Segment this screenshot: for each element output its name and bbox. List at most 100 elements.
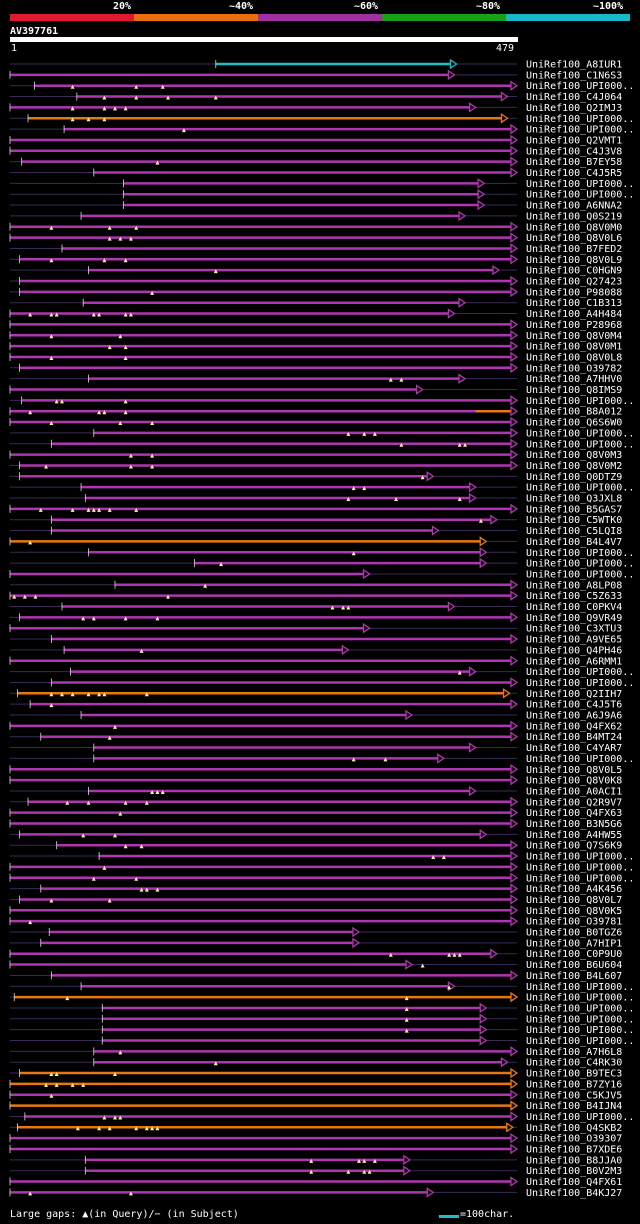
query-gap-marker: [144, 692, 149, 697]
hit-label: UniRef100_UPI000..: [526, 993, 634, 1004]
query-gap-marker: [128, 236, 133, 241]
hit-arrow: [510, 319, 519, 330]
hit-arrow: [479, 829, 488, 840]
query-gap-marker: [150, 421, 155, 426]
hit-row: UniRef100_B4MT24: [10, 731, 622, 743]
hit-arrow: [510, 905, 519, 916]
query-gap-marker: [309, 1158, 314, 1163]
hit-arrow: [500, 1056, 509, 1068]
hit-arrow: [490, 514, 499, 525]
hit-arrow: [510, 764, 519, 775]
query-gap-marker: [346, 431, 351, 436]
query-gap-marker: [404, 1006, 409, 1011]
hit-label: UniRef100_UPI000..: [526, 428, 634, 439]
hit-row: UniRef100_C5Z633: [9, 590, 622, 602]
hit-label: UniRef100_UPI000..: [526, 125, 634, 136]
hit-row: UniRef100_Q3JXL8: [10, 492, 622, 505]
hit-arrow: [510, 405, 519, 417]
hit-arrow: [510, 275, 519, 287]
hit-label: UniRef100_C4RK30: [526, 1058, 622, 1069]
scale-label: =100char.: [460, 1209, 515, 1220]
hit-label: UniRef100_C4YAR7: [526, 743, 622, 754]
query-gap-marker: [91, 312, 96, 317]
hit-arrow: [510, 416, 519, 428]
hit-row: UniRef100_Q4FX63: [9, 807, 622, 819]
hit-label: UniRef100_B4IJN4: [526, 1101, 622, 1112]
hit-row: UniRef100_UPI000..: [10, 80, 634, 92]
query-gap-marker: [86, 117, 91, 122]
hit-row: UniRef100_C5KJV5: [9, 1089, 622, 1101]
query-gap-marker: [457, 952, 462, 957]
query-gap-marker: [49, 421, 54, 426]
query-gap-marker: [160, 789, 165, 794]
query-gap-marker: [113, 106, 118, 111]
hit-arrow: [405, 709, 414, 721]
hit-row: UniRef100_A7HIP1: [10, 937, 622, 949]
hit-label: UniRef100_B7FED2: [526, 244, 622, 255]
hit-row: UniRef100_UPI000..: [10, 188, 634, 201]
query-gap-marker: [81, 1082, 86, 1087]
hit-arrow: [510, 915, 519, 927]
hit-label: UniRef100_UPI000..: [526, 862, 634, 873]
query-gap-marker: [213, 95, 218, 100]
scale-bar: [439, 1215, 459, 1218]
hit-label: UniRef100_UPI000..: [526, 548, 634, 559]
hit-arrow: [510, 839, 519, 851]
hit-arrow: [362, 568, 371, 580]
hit-arrow: [510, 590, 519, 601]
hit-label: UniRef100_UPI000..: [526, 81, 634, 92]
query-gap-marker: [128, 312, 133, 317]
hit-arrow: [510, 872, 519, 883]
hit-label: UniRef100_Q8V0M2: [526, 461, 622, 472]
hit-label: UniRef100_UPI000..: [526, 852, 634, 863]
hit-arrow: [500, 113, 509, 124]
query-gap-marker: [447, 952, 452, 957]
query-gap-marker: [118, 334, 123, 339]
query-gap-marker: [139, 887, 144, 892]
query-gap-marker: [123, 399, 128, 404]
hit-label: UniRef100_B7EY58: [526, 157, 622, 168]
query-gap-marker: [54, 399, 59, 404]
query-gap-marker: [118, 421, 123, 426]
query-gap-marker: [49, 692, 54, 697]
hit-row: UniRef100_UPI000..: [10, 1024, 634, 1036]
hit-label: UniRef100_C0HGN9: [526, 266, 622, 277]
hit-arrow: [479, 1024, 488, 1035]
hit-row: UniRef100_UPI000..: [10, 1013, 634, 1025]
query-gap-marker: [107, 236, 112, 241]
hit-label: UniRef100_B9TEC3: [526, 1069, 622, 1080]
hit-row: UniRef100_B7XDE6: [9, 1143, 622, 1156]
query-gap-marker: [388, 952, 393, 957]
hit-row: UniRef100_Q8V0K8: [9, 774, 622, 787]
hit-arrow: [510, 698, 519, 710]
hit-row: UniRef100_C4J064: [10, 91, 622, 103]
query-gap-marker: [65, 800, 70, 805]
hit-arrow: [477, 199, 486, 211]
query-gap-marker: [49, 898, 54, 903]
query-gap-marker: [447, 985, 452, 990]
hit-row: UniRef100_Q4SKB2: [10, 1122, 622, 1134]
query-gap-marker: [75, 1126, 80, 1131]
legend-label-100: ~100%: [593, 1, 624, 12]
query-gap-marker: [404, 1028, 409, 1033]
hit-row: UniRef100_UPI000..: [10, 547, 634, 559]
hit-row: UniRef100_B7EY58: [10, 156, 622, 168]
hit-row: UniRef100_C4J5R5: [10, 167, 622, 179]
query-end-tick: 479: [496, 43, 515, 54]
hit-arrow: [510, 1078, 519, 1090]
hit-arrow: [341, 644, 350, 656]
query-gap-marker: [118, 1050, 123, 1055]
hit-row: UniRef100_A4H484: [9, 308, 622, 320]
query-gap-marker: [128, 1191, 133, 1196]
hit-label: UniRef100_C4J3V8: [526, 146, 622, 157]
hit-label: UniRef100_UPI000..: [526, 667, 634, 678]
hit-row: UniRef100_Q2VMT1: [9, 134, 622, 146]
hit-row: UniRef100_B7FED2: [10, 243, 622, 255]
identity-color-legend: 20% ~40% ~60% ~80% ~100%: [10, 0, 630, 22]
legend-label-40: ~40%: [229, 1, 254, 12]
query-gap-marker: [33, 594, 38, 599]
hit-label: UniRef100_UPI000..: [526, 1036, 634, 1047]
hit-row: UniRef100_B6U604: [9, 959, 622, 971]
hit-label: UniRef100_A8LP08: [526, 580, 622, 591]
hit-label: UniRef100_Q2VMT1: [526, 135, 622, 146]
